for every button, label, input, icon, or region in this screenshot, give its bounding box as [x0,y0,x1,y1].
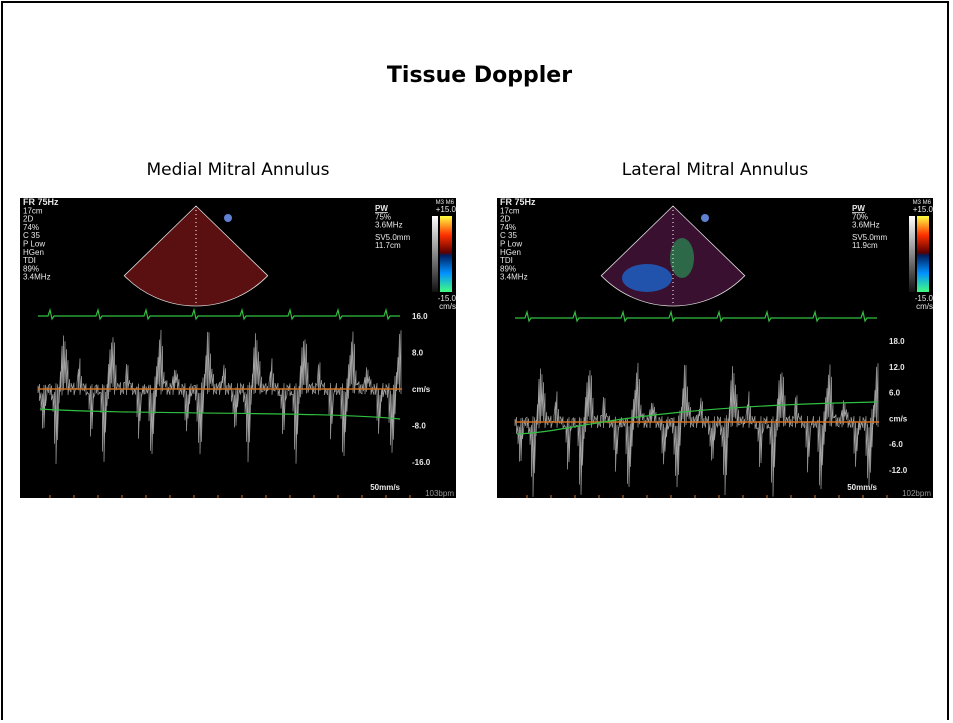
heart-rate: 103bpm [425,489,454,498]
color-bar [917,216,929,292]
sweep-speed: 50mm/s [370,483,400,492]
scale-unit: cm/s [916,302,933,311]
orientation-dot [224,214,232,222]
panel-caption: Lateral Mitral Annulus [497,160,933,180]
axis-label: -12.0 [889,466,908,475]
slide-title: Tissue Doppler [3,63,953,88]
scale-max: +15.0 [436,205,456,214]
axis-label: cm/s [889,414,908,423]
axis-label: 16.0 [412,312,428,321]
right-info: 3.6MHz [852,221,880,230]
axis-label: cm/s [412,385,431,394]
left-info: 3.4MHz [23,273,51,282]
scale-max: +15.0 [913,205,933,214]
panel-caption: Medial Mitral Annulus [20,160,456,180]
axis-label: 18.0 [889,337,905,346]
color-bar [440,216,452,292]
gray-bar [432,216,438,292]
heart-rate: 102bpm [902,489,931,498]
color-blob [622,264,672,292]
axis-label: -8.0 [412,422,426,431]
axis-label: 12.0 [889,363,905,372]
axis-label: -6.0 [889,440,903,449]
axis-label: 6.0 [889,389,901,398]
right-info: 11.9cm [852,241,878,250]
sweep-speed: 50mm/s [847,483,877,492]
axis-label: 8.0 [412,349,424,358]
left-info: 3.4MHz [500,273,528,282]
axis-label: -16.0 [412,458,431,467]
right-info: 3.6MHz [375,221,403,230]
color-blob [670,238,694,278]
gray-bar [909,216,915,292]
scale-unit: cm/s [439,302,456,311]
right-info: 11.7cm [375,241,401,250]
orientation-dot [701,214,709,222]
